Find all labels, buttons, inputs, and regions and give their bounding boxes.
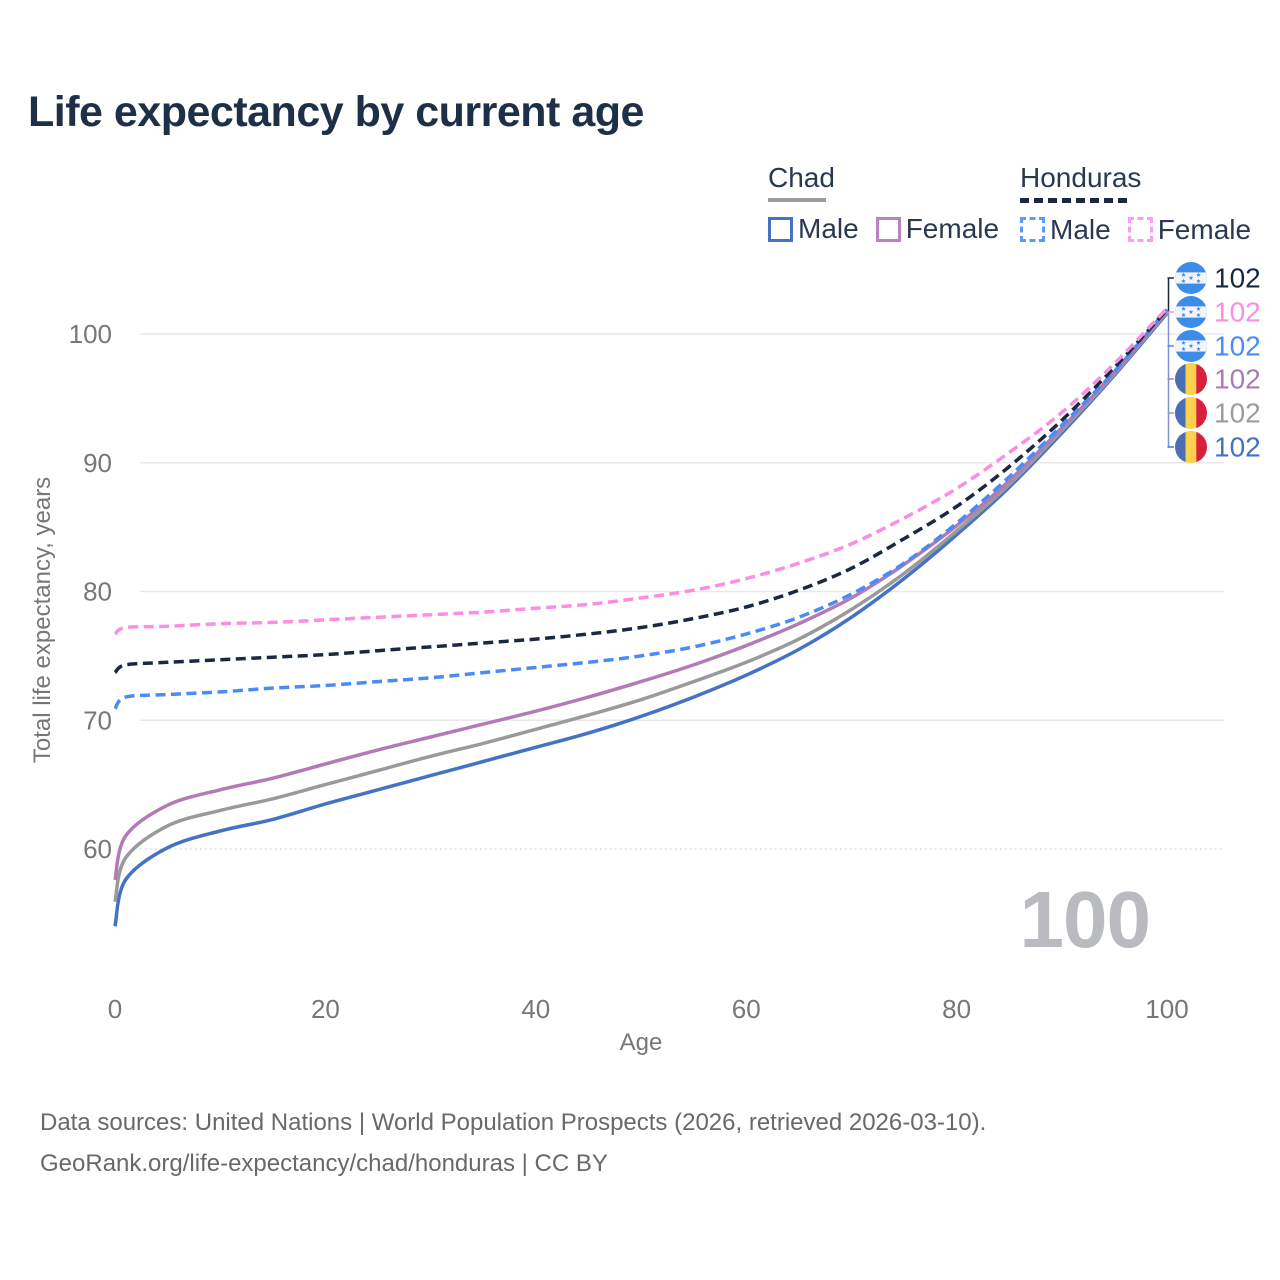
- flag-icon-honduras: [1175, 296, 1207, 328]
- legend-item-chad-male[interactable]: Male: [768, 213, 859, 245]
- flag-icon-honduras: [1175, 262, 1207, 294]
- flag-star: [1181, 312, 1186, 317]
- flag-art: [1175, 296, 1207, 328]
- x-tick-label-100: 100: [1145, 994, 1188, 1024]
- x-tick-label-40: 40: [521, 994, 550, 1024]
- flag-star: [1196, 306, 1201, 311]
- end-value-label-chad-male: 102: [1214, 432, 1261, 463]
- flag-stripe-red: [1196, 397, 1207, 429]
- footer: Data sources: United Nations | World Pop…: [40, 1102, 986, 1184]
- end-value-label-honduras-female: 102: [1214, 297, 1261, 328]
- y-tick-label-60: 60: [83, 834, 112, 864]
- legend-country-label-chad: Chad: [768, 162, 835, 193]
- series-line-chad-all[interactable]: [113, 310, 1169, 903]
- legend-group-chad: Chad Male Female: [768, 162, 999, 245]
- flag-stripe-yellow: [1185, 397, 1197, 429]
- legend-label-honduras-female: Female: [1157, 213, 1252, 245]
- end-value-label-chad-female: 102: [1214, 364, 1261, 395]
- flag-star: [1196, 346, 1201, 351]
- flag-art: [1175, 431, 1207, 463]
- flag-art: [1175, 262, 1207, 294]
- flag-star: [1181, 340, 1186, 345]
- flag-stripe-yellow: [1185, 431, 1197, 463]
- series-line-honduras-all[interactable]: [113, 308, 1169, 675]
- honduras-female-swatch-icon: [1127, 217, 1153, 242]
- end-label-bracket: [1167, 277, 1174, 448]
- chad-male-swatch-icon: [768, 216, 793, 242]
- flag-art: [1175, 330, 1207, 362]
- legend-label-honduras-male: Male: [1050, 213, 1111, 245]
- honduras-male-swatch-icon: [1020, 217, 1045, 242]
- legend-line-swatch-chad: [768, 198, 826, 202]
- flag-star: [1181, 278, 1186, 283]
- x-axis-title: Age: [620, 1029, 663, 1056]
- legend-group-honduras: Honduras Male Female: [1020, 162, 1251, 246]
- legend-line-swatch-honduras: [1020, 198, 1131, 203]
- flag-star: [1196, 312, 1201, 317]
- source-url-note: GeoRank.org/life-expectancy/chad/hondura…: [40, 1150, 608, 1177]
- flag-star: [1188, 343, 1194, 348]
- legend-item-honduras-male[interactable]: Male: [1020, 214, 1111, 246]
- x-tick-label-60: 60: [732, 994, 761, 1024]
- flag-star: [1196, 340, 1201, 345]
- legend-header-honduras[interactable]: Honduras: [1020, 162, 1251, 203]
- y-tick-label-100: 100: [69, 319, 112, 349]
- legend-country-label-honduras: Honduras: [1020, 162, 1142, 193]
- y-axis-title: Total life expectancy, years: [29, 477, 56, 763]
- flag-stripe-red: [1196, 431, 1207, 463]
- flag-icon-chad: [1175, 363, 1207, 395]
- end-value-label-chad-all: 102: [1214, 398, 1261, 429]
- flag-star: [1188, 275, 1194, 280]
- flag-stripe-yellow: [1185, 363, 1197, 395]
- legend-item-honduras-female[interactable]: Female: [1127, 213, 1252, 246]
- end-value-label-honduras-all: 102: [1214, 263, 1261, 294]
- series-line-honduras-female[interactable]: [113, 307, 1169, 636]
- series-line-honduras-male[interactable]: [113, 308, 1169, 710]
- legend-item-chad-female[interactable]: Female: [875, 213, 1000, 245]
- flag-stripe-blue: [1175, 397, 1186, 429]
- legend-items-honduras: Male Female: [1020, 214, 1251, 246]
- flag-star: [1196, 272, 1201, 277]
- flag-stripe-red: [1196, 363, 1207, 395]
- y-tick-label-70: 70: [83, 705, 112, 735]
- flag-art: [1175, 397, 1207, 429]
- y-tick-label-90: 90: [83, 448, 112, 478]
- flag-icon-chad: [1175, 431, 1207, 463]
- legend-label-chad-female: Female: [905, 213, 1000, 244]
- series-line-chad-female[interactable]: [113, 309, 1169, 881]
- flag-star: [1196, 278, 1201, 283]
- end-value-label-honduras-male: 102: [1214, 331, 1261, 362]
- flag-star: [1181, 346, 1186, 351]
- legend-items-chad: Male Female: [768, 213, 999, 245]
- legend-header-chad[interactable]: Chad: [768, 162, 999, 202]
- chart-title: Life expectancy by current age: [28, 88, 644, 136]
- chad-female-swatch-icon: [875, 216, 901, 242]
- flag-icon-chad: [1175, 397, 1207, 429]
- legend-label-chad-male: Male: [798, 213, 859, 244]
- series-line-chad-male[interactable]: [113, 312, 1169, 927]
- flag-star: [1181, 272, 1186, 277]
- x-tick-label-20: 20: [311, 994, 340, 1024]
- x-tick-label-0: 0: [108, 994, 122, 1024]
- flag-stripe-blue: [1175, 363, 1186, 395]
- flag-star: [1181, 306, 1186, 311]
- flag-stripe-blue: [1175, 431, 1186, 463]
- age-counter-watermark: 100: [1019, 875, 1151, 964]
- x-tick-label-80: 80: [942, 994, 971, 1024]
- y-tick-label-80: 80: [83, 577, 112, 607]
- flag-art: [1175, 363, 1207, 395]
- flag-icon-honduras: [1175, 330, 1207, 362]
- data-sources-note: Data sources: United Nations | World Pop…: [40, 1109, 987, 1136]
- flag-star: [1188, 309, 1194, 314]
